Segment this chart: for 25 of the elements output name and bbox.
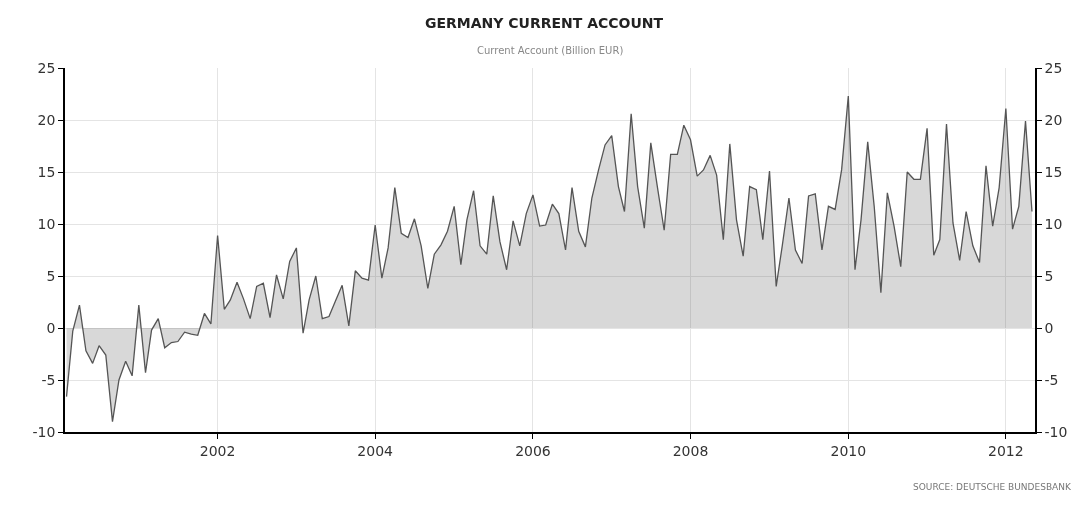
y-tick-label: 25 [37,59,56,76]
y2-tick-label: 20 [1044,111,1063,128]
x-tick-label: 2010 [830,442,867,459]
y2-tick-label: 10 [1044,215,1063,232]
x-tick-label: 2012 [988,442,1024,459]
y-tick-label: 0 [46,319,56,336]
y-tick-label: 5 [46,267,56,284]
y2-tick-label: 15 [1044,163,1063,180]
y-tick-label: 20 [37,111,56,128]
y-tick-label: 15 [37,163,56,180]
y-tick-label: 10 [37,215,56,232]
y2-tick-label: 0 [1044,319,1054,336]
y2-tick-label: -5 [1044,371,1059,388]
x-tick-label: 2008 [672,442,709,459]
y2-tick-label: 25 [1044,59,1063,76]
source-note: SOURCE: DEUTSCHE BUNDESBANK [913,482,1072,492]
y2-tick-label: -10 [1044,423,1068,440]
x-tick-label: 2002 [199,442,236,459]
x-tick-label: 2006 [515,442,551,459]
x-tick-label: 2004 [357,442,394,459]
y-tick-label: -5 [41,371,56,388]
y2-tick-label: 5 [1044,267,1054,284]
y-tick-label: -10 [32,423,56,440]
chart-subtitle: Current Account (Billion EUR) [477,45,624,56]
chart-title: GERMANY CURRENT ACCOUNT [424,14,664,31]
